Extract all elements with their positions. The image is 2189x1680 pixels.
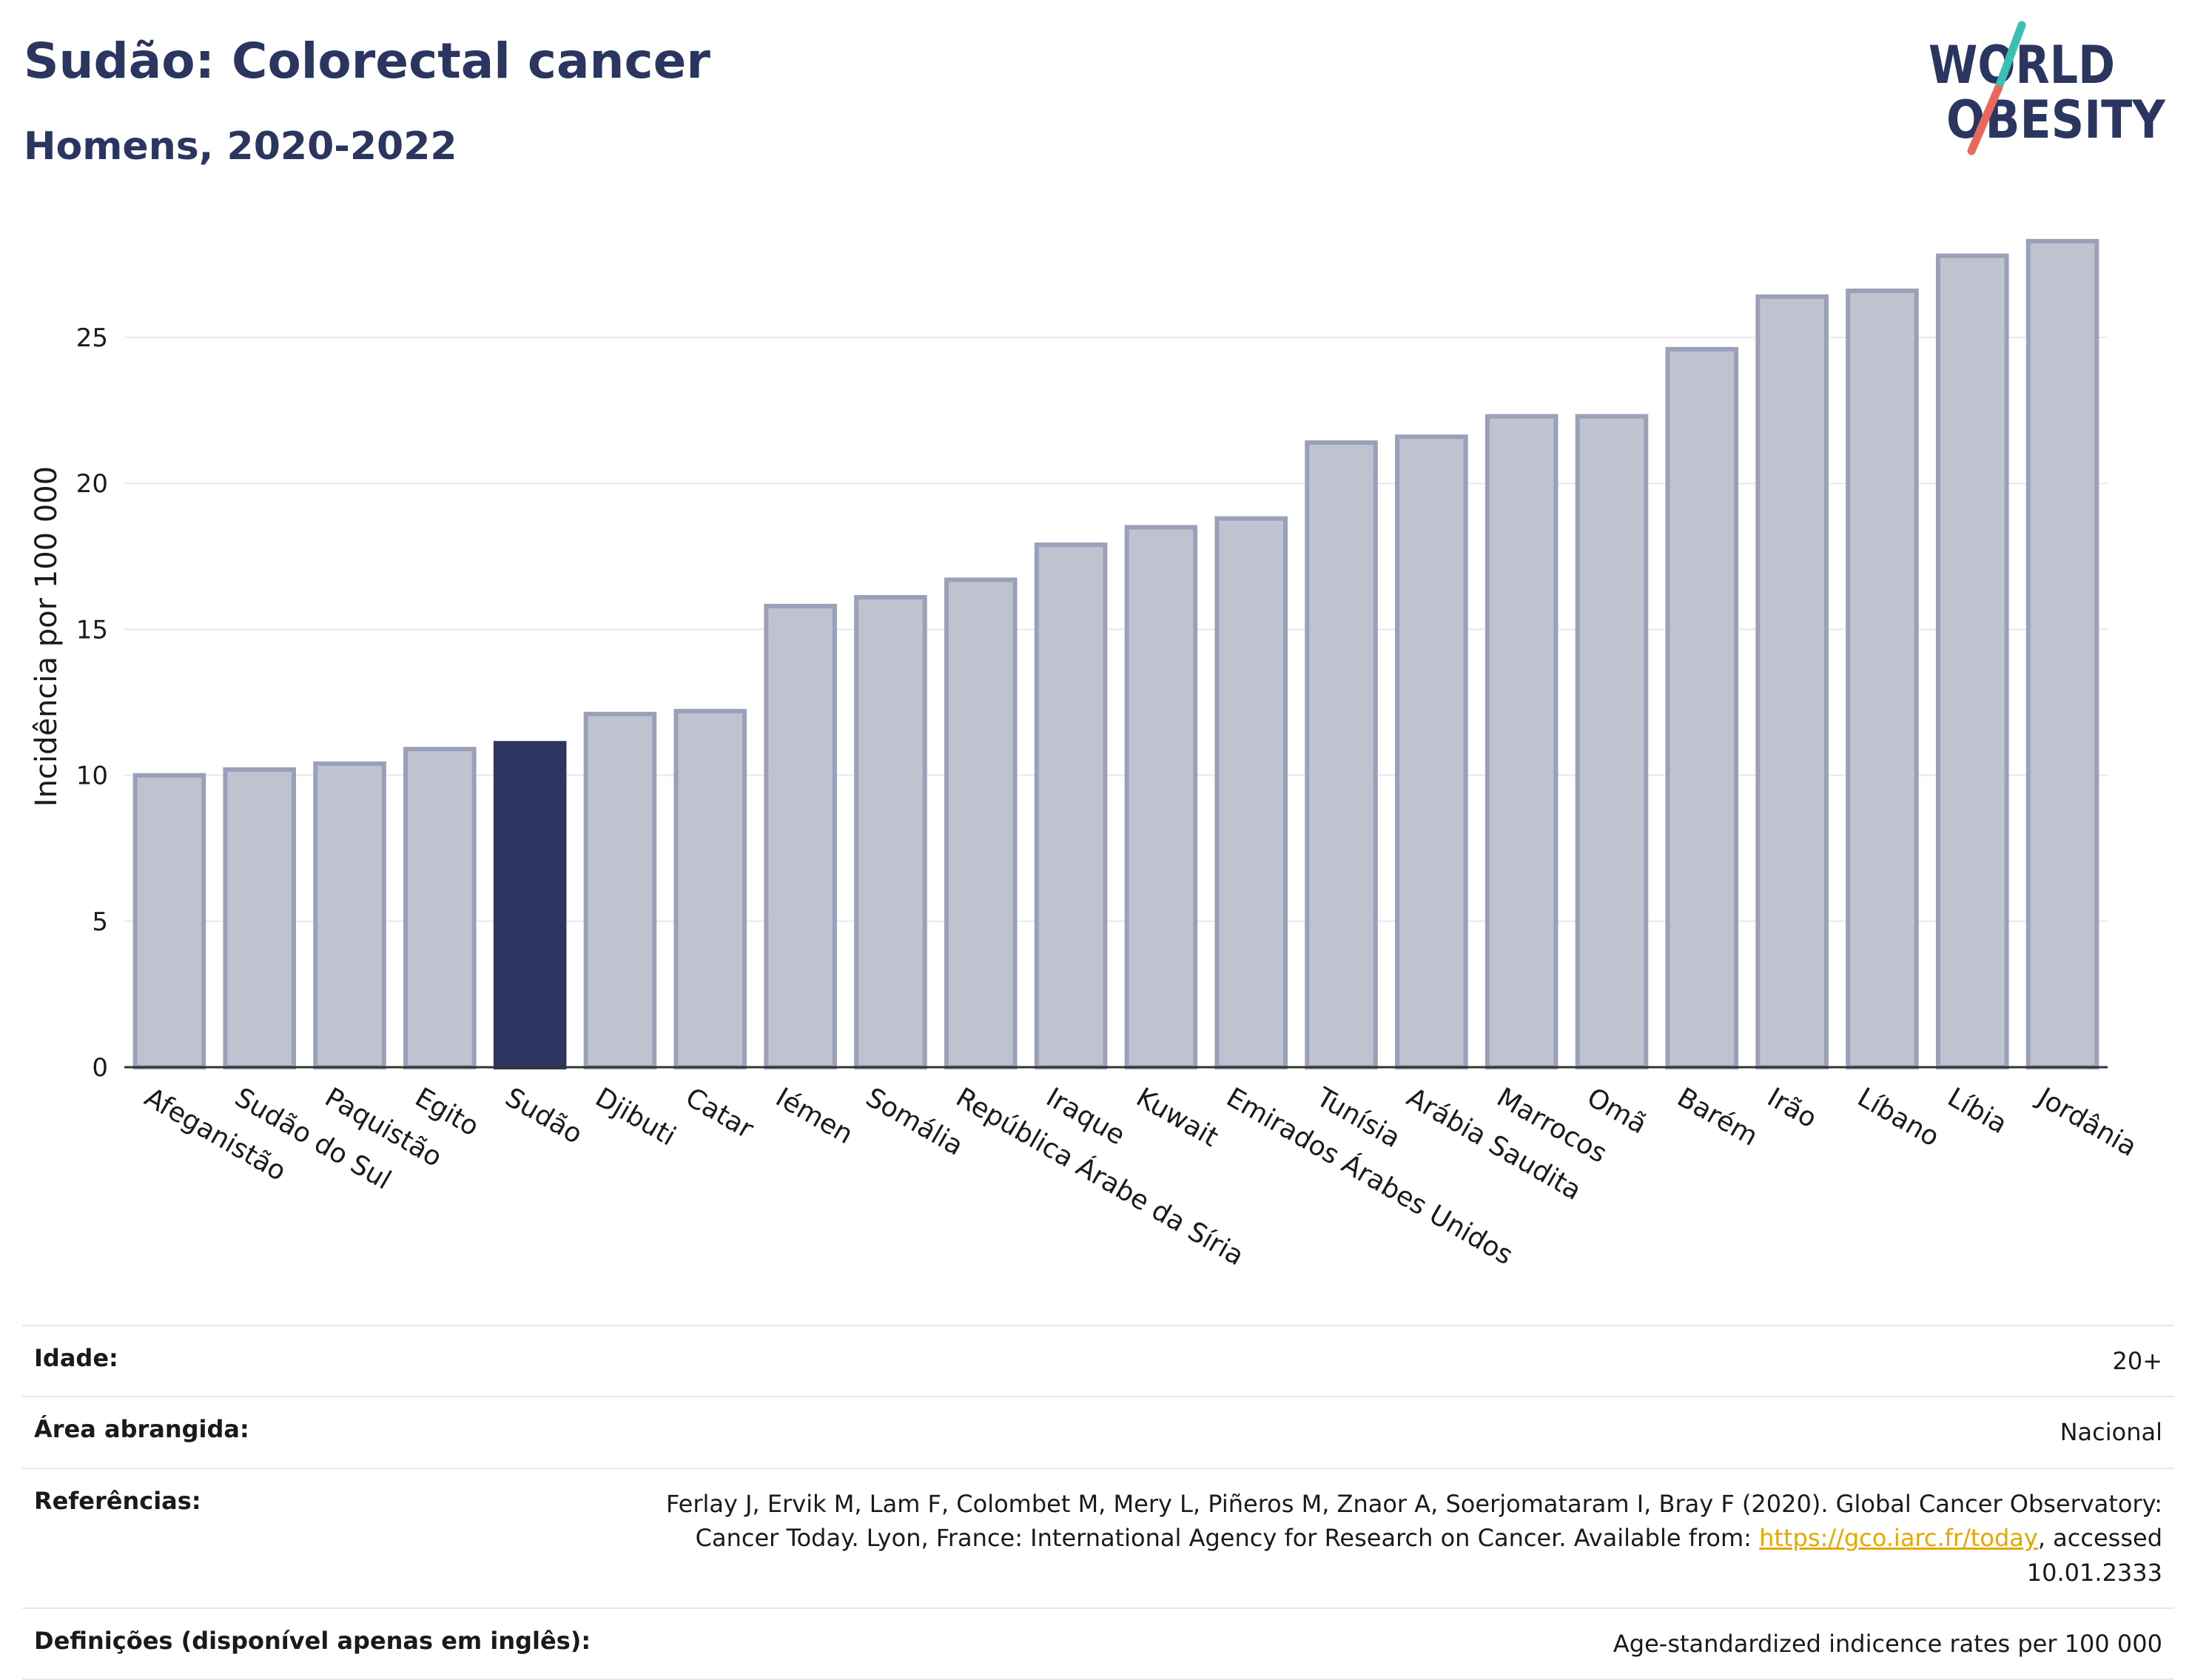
bar [1034, 542, 1108, 1069]
y-tick-label: 5 [92, 907, 108, 937]
info-value-definitions: Age-standardized indicence rates per 100… [602, 1607, 2174, 1680]
x-category-label: Sudão [500, 1082, 588, 1150]
info-table: Idade: 20+ Área abrangida: Nacional Refe… [22, 1324, 2174, 1680]
x-category-label: Sudão do Sul [229, 1082, 396, 1196]
bar [583, 711, 657, 1069]
x-category-label: Somália [861, 1082, 968, 1162]
logo-slash-red [1967, 84, 2003, 155]
y-tick-label: 0 [92, 1053, 108, 1083]
info-row-area: Área abrangida: Nacional [22, 1396, 2174, 1469]
y-tick-label: 10 [76, 762, 108, 791]
bar [1305, 440, 1378, 1069]
reference-accessed: , accessed 10.01.2333 [2026, 1524, 2162, 1587]
info-label-references: Referências: [22, 1467, 603, 1609]
bar [223, 767, 297, 1069]
x-category-label: Catar [680, 1082, 759, 1145]
x-category-label: Iémen [770, 1082, 858, 1150]
reference-link[interactable]: https://gco.iarc.fr/today [1759, 1524, 2038, 1553]
reference-text: Ferlay J, Ervik M, Lam F, Colombet M, Me… [666, 1489, 2162, 1553]
bars [132, 238, 2099, 1070]
info-label-area: Área abrangida: [22, 1396, 603, 1469]
bar [1665, 346, 1739, 1069]
bar [673, 708, 747, 1069]
bar [1395, 434, 1468, 1069]
info-value-area: Nacional [602, 1396, 2174, 1469]
info-value-age: 20+ [602, 1324, 2174, 1398]
page-subtitle: Homens, 2020-2022 [24, 124, 457, 169]
info-label-age: Idade: [22, 1324, 603, 1398]
x-category-label: Líbano [1852, 1082, 1944, 1152]
bar [1846, 288, 1919, 1069]
world-obesity-logo: WORLD OBESITY [1929, 21, 2166, 155]
y-tick-label: 25 [76, 323, 108, 353]
x-category-label: Jordânia [2031, 1081, 2142, 1163]
y-tick-label: 20 [76, 469, 108, 499]
bar [764, 603, 837, 1069]
bar [1755, 294, 1829, 1069]
bar [2025, 238, 2099, 1070]
bar [1935, 253, 2009, 1069]
bar [313, 761, 386, 1070]
page-title: Sudão: Colorectal cancer [24, 33, 710, 90]
bar [854, 595, 927, 1069]
y-axis-ticks: 0 5 10 15 20 25 [76, 323, 108, 1083]
bar [1484, 414, 1558, 1069]
info-row-age: Idade: 20+ [22, 1324, 2174, 1398]
logo-slash-teal [1994, 21, 2026, 93]
info-row-definitions: Definições (disponível apenas em inglês)… [22, 1607, 2174, 1680]
x-category-label: Kuwait [1131, 1082, 1223, 1153]
bar-highlighted [493, 741, 567, 1069]
info-label-definitions: Definições (disponível apenas em inglês)… [22, 1607, 603, 1680]
x-category-label: Líbia [1943, 1082, 2012, 1140]
bar [1214, 516, 1288, 1069]
y-tick-label: 15 [76, 615, 108, 645]
x-category-label: Djibuti [591, 1082, 681, 1152]
bar [403, 747, 477, 1070]
bar [132, 773, 206, 1069]
y-axis-label: Incidência por 100 000 [30, 466, 64, 807]
info-row-references: Referências: Ferlay J, Ervik M, Lam F, C… [22, 1467, 2174, 1609]
bar [1124, 525, 1198, 1069]
bar [944, 577, 1018, 1069]
x-category-label: Irão [1762, 1082, 1822, 1134]
info-value-references: Ferlay J, Ervik M, Lam F, Colombet M, Me… [602, 1467, 2174, 1609]
x-category-label: Barém [1672, 1082, 1763, 1152]
bar [1575, 414, 1649, 1069]
logo-line-1: WORLD [1929, 35, 2115, 95]
